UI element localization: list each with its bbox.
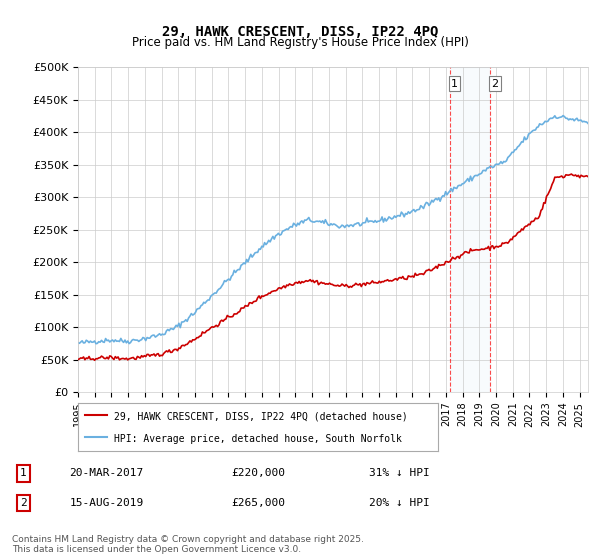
Text: £265,000: £265,000 (231, 498, 285, 508)
Text: 2: 2 (20, 498, 27, 508)
Text: £220,000: £220,000 (231, 468, 285, 478)
Text: 29, HAWK CRESCENT, DISS, IP22 4PQ (detached house): 29, HAWK CRESCENT, DISS, IP22 4PQ (detac… (114, 412, 408, 422)
Text: HPI: Average price, detached house, South Norfolk: HPI: Average price, detached house, Sout… (114, 434, 402, 444)
Text: 1: 1 (451, 79, 458, 88)
Text: Price paid vs. HM Land Registry's House Price Index (HPI): Price paid vs. HM Land Registry's House … (131, 36, 469, 49)
Text: 15-AUG-2019: 15-AUG-2019 (70, 498, 144, 508)
Text: 20% ↓ HPI: 20% ↓ HPI (369, 498, 430, 508)
Text: 31% ↓ HPI: 31% ↓ HPI (369, 468, 430, 478)
Text: 2: 2 (491, 79, 499, 88)
Text: Contains HM Land Registry data © Crown copyright and database right 2025.
This d: Contains HM Land Registry data © Crown c… (12, 535, 364, 554)
Bar (449, 67, 490, 392)
Text: 20-MAR-2017: 20-MAR-2017 (70, 468, 144, 478)
Text: 29, HAWK CRESCENT, DISS, IP22 4PQ: 29, HAWK CRESCENT, DISS, IP22 4PQ (162, 25, 438, 39)
Text: 1: 1 (20, 468, 27, 478)
